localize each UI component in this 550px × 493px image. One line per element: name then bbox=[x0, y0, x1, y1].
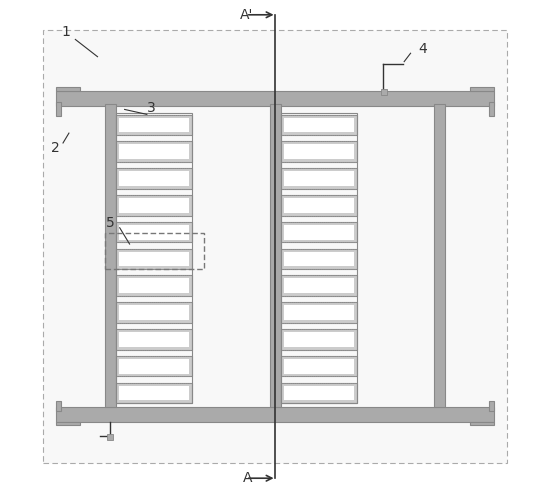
Bar bbox=[105, 233, 204, 269]
Bar bbox=[284, 332, 354, 347]
Bar bbox=[56, 407, 494, 422]
Bar bbox=[270, 104, 281, 407]
Bar bbox=[56, 87, 80, 91]
Bar bbox=[281, 248, 358, 269]
Bar bbox=[281, 222, 358, 243]
Bar bbox=[281, 113, 358, 403]
Bar bbox=[105, 104, 115, 407]
Bar bbox=[281, 195, 358, 215]
Bar bbox=[116, 114, 192, 135]
Bar bbox=[281, 329, 358, 350]
Text: 2: 2 bbox=[51, 141, 60, 155]
Bar bbox=[434, 104, 445, 407]
Bar bbox=[119, 198, 189, 212]
Bar bbox=[116, 168, 192, 189]
Bar bbox=[116, 383, 192, 403]
Bar bbox=[119, 386, 189, 400]
Bar bbox=[281, 302, 358, 323]
Bar bbox=[284, 359, 354, 374]
Bar bbox=[281, 195, 358, 215]
Bar bbox=[116, 141, 192, 162]
Bar bbox=[284, 144, 354, 159]
Bar bbox=[281, 141, 358, 162]
Bar bbox=[56, 102, 60, 116]
Text: 3: 3 bbox=[147, 102, 156, 115]
Bar bbox=[281, 356, 358, 377]
Bar bbox=[116, 114, 192, 135]
Bar bbox=[119, 117, 189, 132]
Bar bbox=[116, 141, 192, 162]
Text: 5: 5 bbox=[106, 216, 114, 230]
Bar bbox=[116, 248, 192, 269]
Bar bbox=[119, 144, 189, 159]
Bar bbox=[119, 359, 189, 374]
Bar bbox=[116, 356, 192, 377]
Bar bbox=[119, 225, 189, 240]
Bar bbox=[281, 222, 358, 243]
Bar bbox=[281, 114, 358, 135]
Bar bbox=[281, 141, 358, 162]
Bar bbox=[281, 383, 358, 403]
Bar bbox=[281, 248, 358, 269]
Bar bbox=[116, 329, 192, 350]
Bar bbox=[56, 401, 60, 411]
Bar bbox=[116, 302, 192, 323]
Bar bbox=[116, 356, 192, 377]
Bar bbox=[116, 222, 192, 243]
Bar bbox=[284, 198, 354, 212]
Bar bbox=[116, 195, 192, 215]
Bar bbox=[281, 276, 358, 296]
Bar bbox=[116, 276, 192, 296]
Bar bbox=[116, 222, 192, 243]
Bar bbox=[284, 305, 354, 320]
Bar bbox=[470, 87, 494, 91]
Bar bbox=[116, 195, 192, 215]
Bar bbox=[116, 329, 192, 350]
Bar bbox=[284, 171, 354, 186]
Bar bbox=[284, 251, 354, 266]
Bar bbox=[381, 89, 387, 95]
Bar bbox=[119, 251, 189, 266]
Bar bbox=[490, 401, 494, 411]
Bar bbox=[116, 113, 192, 403]
Bar bbox=[284, 279, 354, 293]
Bar bbox=[281, 302, 358, 323]
Bar bbox=[43, 30, 507, 463]
Bar bbox=[119, 305, 189, 320]
Bar bbox=[281, 383, 358, 403]
Bar bbox=[490, 102, 494, 116]
Bar bbox=[116, 383, 192, 403]
Bar bbox=[119, 332, 189, 347]
Bar bbox=[116, 276, 192, 296]
Bar bbox=[284, 225, 354, 240]
Bar bbox=[470, 422, 494, 425]
Text: A': A' bbox=[239, 8, 253, 22]
Bar bbox=[281, 168, 358, 189]
Bar bbox=[116, 168, 192, 189]
Bar bbox=[107, 434, 113, 440]
Bar bbox=[119, 171, 189, 186]
Bar bbox=[281, 168, 358, 189]
Bar bbox=[116, 248, 192, 269]
Bar bbox=[56, 422, 80, 425]
Bar bbox=[281, 356, 358, 377]
Bar bbox=[281, 114, 358, 135]
Text: 1: 1 bbox=[61, 25, 70, 39]
Bar bbox=[281, 276, 358, 296]
Text: A: A bbox=[243, 471, 253, 485]
Bar bbox=[281, 329, 358, 350]
Bar bbox=[56, 91, 494, 106]
Text: 4: 4 bbox=[419, 42, 427, 56]
Bar bbox=[284, 386, 354, 400]
Bar bbox=[116, 302, 192, 323]
Bar bbox=[284, 117, 354, 132]
Bar bbox=[119, 279, 189, 293]
